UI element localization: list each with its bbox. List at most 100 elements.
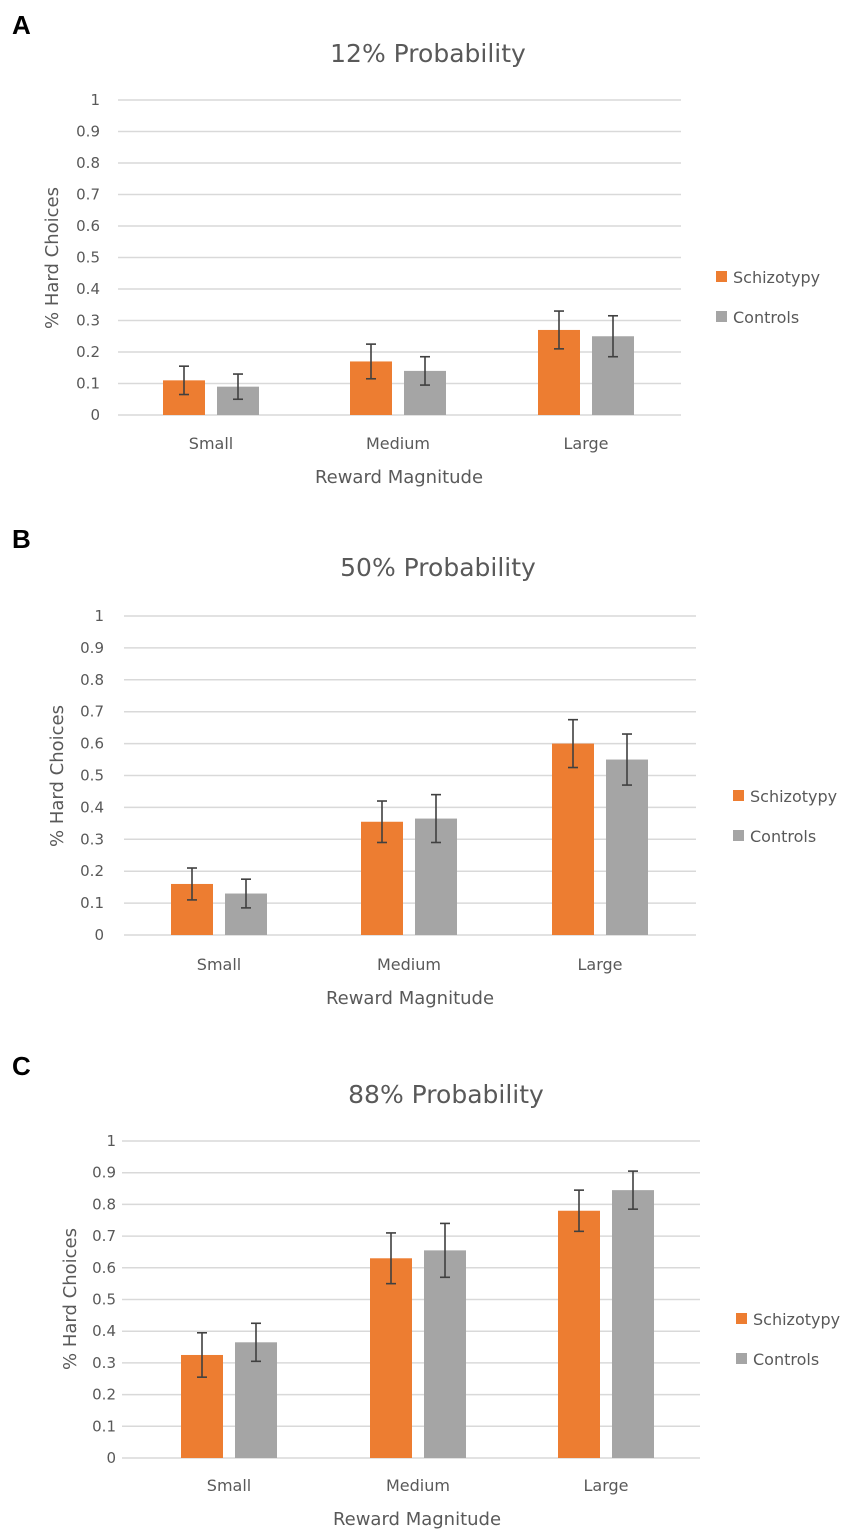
x-tick-label: Small [197, 955, 241, 974]
y-tick-label: 0.4 [80, 798, 104, 816]
legend: Schizotypy Controls [736, 1310, 840, 1369]
x-tick-label: Large [577, 955, 622, 974]
y-tick-label: 0.3 [92, 1354, 116, 1372]
error-bar [622, 733, 632, 786]
x-tick-label: Small [189, 434, 233, 453]
y-tick-label: 0.7 [76, 186, 100, 204]
error-bar [568, 718, 578, 769]
x-tick-label: Medium [366, 434, 430, 453]
error-bar [251, 1322, 261, 1363]
legend-label-schizotypy: Schizotypy [753, 1310, 840, 1329]
y-tick-label: 0 [106, 1449, 116, 1467]
y-tick-label: 0.4 [76, 280, 100, 298]
y-tick-label: 0.1 [80, 894, 104, 912]
y-tick-label: 0.3 [80, 830, 104, 848]
x-tick-label: Medium [386, 1476, 450, 1495]
y-tick-label: 0.9 [92, 1164, 116, 1182]
legend-label-controls: Controls [733, 308, 799, 327]
error-bar [179, 365, 189, 396]
error-bar [233, 373, 243, 401]
panel-letter: B [12, 524, 31, 554]
x-axis-title: Reward Magnitude [326, 988, 494, 1009]
x-axis-title: Reward Magnitude [333, 1509, 501, 1530]
bar-schizotypy-large [552, 743, 594, 935]
bar-controls-medium [424, 1250, 466, 1458]
x-tick-label: Large [563, 434, 608, 453]
y-tick-label: 0.1 [76, 375, 100, 393]
legend-label-schizotypy: Schizotypy [750, 787, 837, 806]
bar-schizotypy-medium [370, 1258, 412, 1458]
plot-area: 0 0.1 0.2 0.3 0.4 0.5 0.6 0.7 0.8 0.9 1 Small Medium… [92, 1132, 700, 1495]
error-bar [187, 867, 197, 901]
y-axis-title: % Hard Choices [42, 187, 63, 329]
x-tick-label: Small [207, 1476, 251, 1495]
error-bar [366, 343, 376, 380]
y-tick-label: 1 [106, 1132, 116, 1150]
y-tick-label: 0.5 [76, 249, 100, 267]
bar-schizotypy-large [558, 1210, 600, 1458]
y-tick-label: 0.7 [92, 1227, 116, 1245]
y-tick-label: 0 [90, 406, 100, 424]
y-tick-label: 0.8 [92, 1195, 116, 1213]
legend-swatch-schizotypy [736, 1313, 747, 1324]
x-axis-title: Reward Magnitude [315, 467, 483, 488]
y-tick-label: 0.3 [76, 312, 100, 330]
plot-area: 0 0.1 0.2 0.3 0.4 0.5 0.6 0.7 0.8 0.9 1 Small Medium… [80, 607, 696, 974]
chart-panel-b: B 50% Probability 0 0.1 0.2 0.3 0.4 0.5 0.6 0.7… [12, 524, 837, 1009]
legend-swatch-controls [716, 311, 727, 322]
y-tick-label: 0.2 [76, 343, 100, 361]
error-bar [241, 878, 251, 909]
legend-label-controls: Controls [753, 1350, 819, 1369]
error-bar [608, 314, 618, 358]
legend-swatch-schizotypy [716, 271, 727, 282]
error-bar [420, 355, 430, 386]
chart-title: 88% Probability [348, 1080, 544, 1109]
y-tick-label: 0.5 [80, 767, 104, 785]
legend: Schizotypy Controls [716, 268, 820, 327]
error-bar [628, 1170, 638, 1210]
chart-title: 12% Probability [330, 39, 526, 68]
y-tick-label: 0.4 [92, 1322, 116, 1340]
y-tick-label: 0.8 [80, 671, 104, 689]
legend-label-controls: Controls [750, 827, 816, 846]
y-tick-label: 1 [94, 607, 104, 625]
y-tick-label: 0.2 [80, 862, 104, 880]
legend-swatch-schizotypy [733, 790, 744, 801]
legend: Schizotypy Controls [733, 787, 837, 846]
y-tick-label: 0.6 [80, 735, 104, 753]
bar-controls-large [612, 1190, 654, 1458]
panel-letter: C [12, 1051, 31, 1081]
chart-title: 50% Probability [340, 553, 536, 582]
y-axis-title: % Hard Choices [47, 705, 68, 847]
chart-panel-a: A 12% Probability 0 0.1 0.2 0.3 0.4 0.5 0.6 0.7… [12, 10, 820, 488]
y-tick-label: 0.5 [92, 1291, 116, 1309]
x-tick-label: Medium [377, 955, 441, 974]
error-bar [574, 1189, 584, 1233]
y-tick-label: 0.1 [92, 1417, 116, 1435]
legend-swatch-controls [736, 1353, 747, 1364]
y-tick-label: 0.9 [76, 123, 100, 141]
y-axis-title: % Hard Choices [60, 1228, 81, 1370]
y-tick-label: 0 [94, 926, 104, 944]
error-bar [431, 793, 441, 844]
plot-area: 0 0.1 0.2 0.3 0.4 0.5 0.6 0.7 0.8 0.9 1 Small Medium… [76, 91, 681, 453]
y-tick-label: 0.9 [80, 639, 104, 657]
y-tick-label: 0.7 [80, 703, 104, 721]
y-tick-label: 0.6 [92, 1259, 116, 1277]
error-bar [440, 1222, 450, 1279]
panel-letter: A [12, 10, 31, 40]
chart-panel-c: C 88% Probability 0 0.1 0.2 0.3 0.4 0.5 0.6 0.7… [12, 1051, 840, 1530]
error-bar [554, 310, 564, 350]
legend-label-schizotypy: Schizotypy [733, 268, 820, 287]
error-bar [197, 1331, 207, 1378]
y-tick-label: 0.6 [76, 217, 100, 235]
y-tick-label: 0.2 [92, 1386, 116, 1404]
error-bar [386, 1232, 396, 1285]
y-tick-label: 1 [90, 91, 100, 109]
x-tick-label: Large [583, 1476, 628, 1495]
bar-controls-large [606, 759, 648, 935]
error-bar [377, 800, 387, 844]
y-tick-label: 0.8 [76, 154, 100, 172]
legend-swatch-controls [733, 830, 744, 841]
